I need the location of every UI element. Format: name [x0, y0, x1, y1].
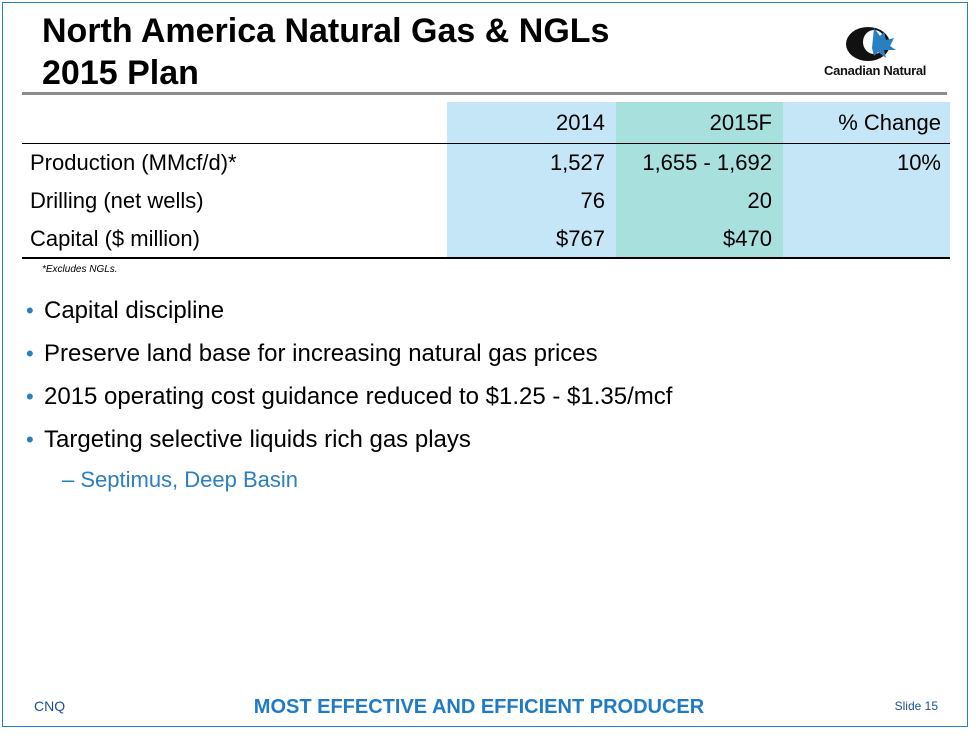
header-2015f: 2015F: [709, 110, 772, 135]
bullet-marker: •: [26, 384, 34, 409]
bullet-text: 2015 operating cost guidance reduced to …: [44, 383, 673, 410]
bullet-marker: •: [26, 427, 34, 452]
row-label-capital: Capital ($ million): [30, 226, 200, 251]
footer-tagline: MOST EFFECTIVE AND EFFICIENT PRODUCER: [253, 696, 705, 718]
logo-text: Canadian Natural: [824, 63, 927, 78]
column-change-background: [783, 102, 950, 258]
capital-2015f: $470: [723, 226, 772, 251]
bullet-text: Targeting selective liquids rich gas pla…: [44, 426, 471, 453]
slide-number: Slide 15: [894, 699, 938, 713]
production-2015f: 1,655 - 1,692: [642, 150, 772, 175]
footer-ticker: CNQ: [34, 698, 66, 714]
table-bottom-rule: [22, 257, 950, 259]
bullet-text: Preserve land base for increasing natura…: [44, 340, 598, 367]
sub-bullet: – Septimus, Deep Basin: [62, 467, 299, 492]
column-2014-background: [447, 102, 616, 258]
row-label-production: Production (MMcf/d)*: [30, 150, 237, 175]
column-2015f-background: [616, 102, 783, 258]
slide-frame: [2, 2, 968, 727]
slide-title: North America Natural Gas & NGLs 2015 Pl…: [42, 12, 610, 92]
title-divider: [22, 92, 947, 95]
company-logo: Canadian Natural: [824, 22, 942, 82]
header-percent-change: % Change: [838, 110, 941, 135]
production-change: 10%: [896, 150, 941, 175]
drilling-2014: 76: [580, 188, 605, 213]
bullet-marker: •: [26, 298, 34, 323]
bullet-marker: •: [26, 341, 34, 366]
table-footnote: *Excludes NGLs.: [42, 264, 118, 275]
drilling-2015f: 20: [747, 188, 772, 213]
bullet-text: Capital discipline: [44, 297, 225, 324]
header-2014: 2014: [556, 110, 605, 135]
logo-mark-icon: [846, 27, 896, 61]
production-2014: 1,527: [549, 150, 605, 175]
table-top-rule: [22, 143, 950, 144]
row-label-drilling: Drilling (net wells): [30, 188, 204, 213]
capital-2014: $767: [556, 226, 605, 251]
